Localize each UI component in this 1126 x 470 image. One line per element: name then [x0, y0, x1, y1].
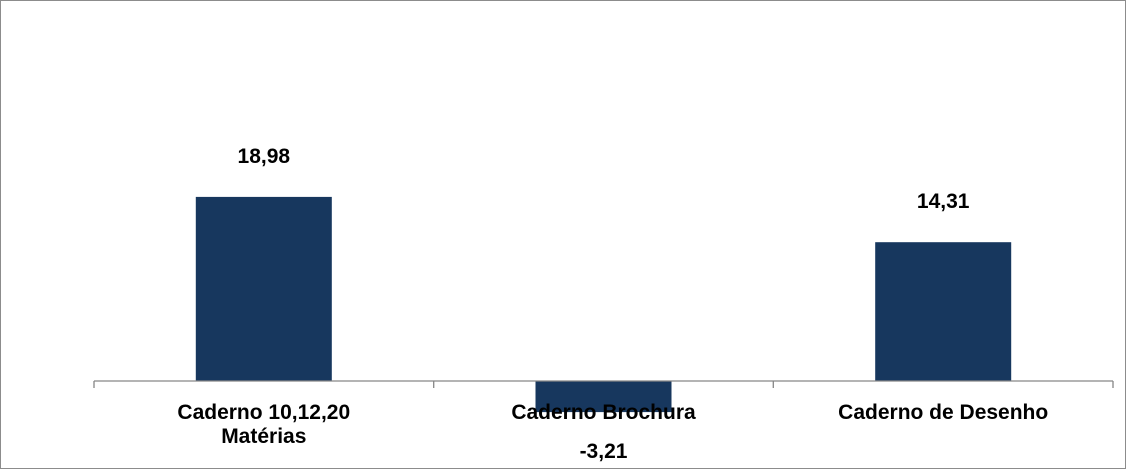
- data-label-1: 18,98: [238, 145, 291, 168]
- axis-layer: [93, 380, 1114, 388]
- data-label-3: 14,31: [917, 190, 970, 213]
- bar-3: [875, 242, 1012, 381]
- category-label-1: Caderno 10,12,20 Matérias: [177, 401, 350, 448]
- data-label-2: -3,21: [580, 440, 628, 463]
- category-label-2: Caderno Brochura: [511, 401, 696, 424]
- bar-1: [195, 196, 332, 381]
- bars-layer: [195, 196, 1012, 413]
- category-label-3: Caderno de Desenho: [838, 401, 1048, 424]
- labels-layer: Caderno 10,12,20 Matérias Caderno Brochura…: [177, 145, 1048, 463]
- bar-2: [535, 381, 672, 413]
